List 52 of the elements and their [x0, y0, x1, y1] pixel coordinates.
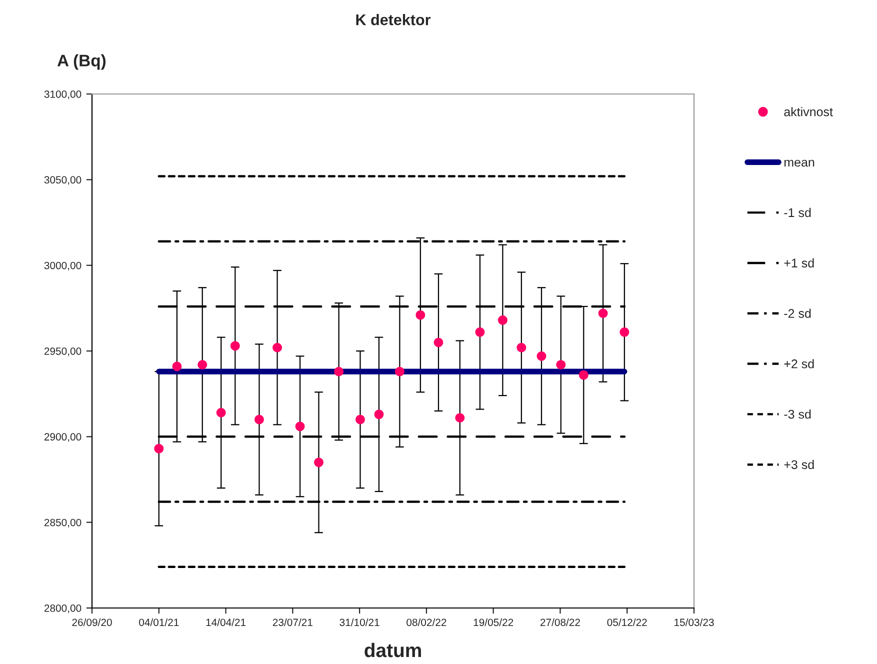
x-tick-label: 26/09/20: [72, 618, 112, 626]
point: [475, 327, 485, 337]
point: [172, 362, 182, 372]
point: [314, 458, 324, 468]
legend-label: +3 sd: [784, 460, 814, 470]
point: [254, 414, 264, 424]
chart-title: K detektor: [356, 14, 431, 26]
x-tick-label: 04/01/21: [139, 618, 179, 626]
y-tick-label: 3000,00: [44, 262, 82, 270]
y-tick-label: 3100,00: [44, 90, 82, 100]
legend-label: mean: [784, 160, 814, 167]
x-tick-label: 27/08/22: [540, 618, 580, 626]
x-tick-label: 05/12/22: [607, 618, 647, 626]
legend-label: -1 sd: [784, 208, 811, 218]
point: [272, 342, 282, 352]
y-tick-label: 2900,00: [44, 433, 82, 442]
legend-label: -2 sd: [784, 308, 811, 318]
point: [394, 366, 404, 376]
x-tick-label: 23/07/21: [272, 618, 312, 626]
point: [198, 360, 208, 370]
point: [154, 444, 164, 454]
point: [516, 342, 526, 352]
y-tick-label: 2950,00: [44, 348, 82, 356]
x-tick-label: 15/03/23: [674, 618, 714, 626]
point: [355, 414, 365, 424]
point: [416, 310, 426, 320]
point: [498, 315, 508, 325]
y-tick-label: 2850,00: [44, 518, 82, 528]
point: [598, 308, 608, 318]
point: [295, 422, 305, 432]
x-tick-label: 19/05/22: [474, 618, 514, 626]
point: [334, 366, 344, 376]
point: [216, 408, 226, 418]
x-tick-label: 08/02/22: [406, 618, 446, 626]
point: [230, 341, 240, 351]
y-tick-label: 3050,00: [44, 176, 82, 185]
y-tick-label: 2800,00: [44, 604, 82, 614]
point: [434, 338, 444, 348]
point: [374, 410, 384, 420]
x-tick-label: 31/10/21: [340, 618, 380, 626]
legend-label: -3 sd: [784, 410, 811, 419]
legend-label: +2 sd: [784, 359, 814, 368]
point: [556, 360, 566, 370]
legend-label: aktivnost: [784, 107, 833, 116]
point: [536, 351, 546, 361]
x-tick-label: 14/04/21: [206, 618, 246, 626]
point: [620, 327, 630, 337]
point: [455, 413, 465, 423]
point: [578, 370, 588, 380]
legend-label: +1 sd: [784, 258, 814, 268]
y-axis-title: A (Bq): [57, 54, 106, 70]
x-axis-title: datum: [364, 642, 421, 658]
